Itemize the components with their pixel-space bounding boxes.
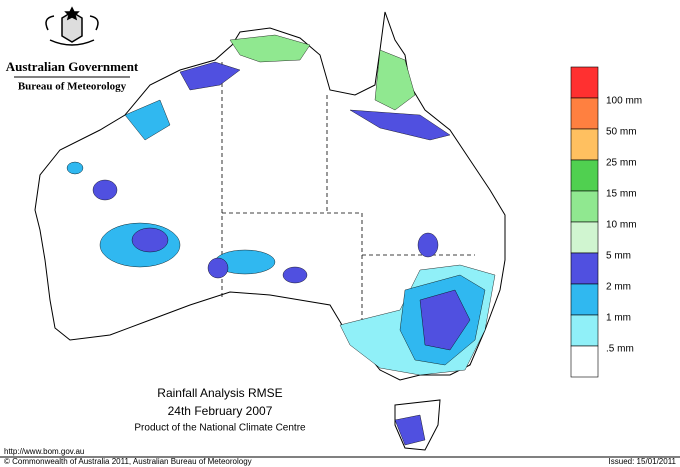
legend-swatch (570, 283, 599, 316)
website-url[interactable]: http://www.bom.gov.au (4, 447, 84, 456)
legend-label: .5 mm (606, 344, 634, 355)
legend-swatch (570, 97, 599, 130)
government-name: Australian Government (6, 59, 139, 74)
legend-swatch (570, 128, 599, 161)
legend-label: 100 mm (606, 96, 642, 107)
legend-label: 10 mm (606, 220, 637, 231)
legend-swatch (570, 159, 599, 192)
issued-date: Issued: 15/01/2011 (609, 457, 677, 466)
legend-swatch (570, 66, 599, 99)
legend-label: 5 mm (606, 251, 631, 262)
map-title: Rainfall Analysis RMSE (157, 386, 282, 400)
australia (34, 11, 506, 451)
legend-swatch (570, 190, 599, 223)
copyright: © Commonwealth of Australia 2011, Austra… (4, 457, 252, 466)
map-credit: Product of the National Climate Centre (134, 423, 306, 434)
legend-swatch (570, 221, 599, 254)
legend-swatch (570, 314, 599, 347)
legend-label: 50 mm (606, 127, 637, 138)
legend-swatch (570, 252, 599, 285)
legend-label: 2 mm (606, 282, 631, 293)
legend-swatch (570, 345, 599, 378)
legend: 100 mm 50 mm 25 mm 15 mm 10 mm 5 mm 2 mm 1 mm .5… (570, 66, 642, 378)
legend-label: 25 mm (606, 158, 637, 169)
crest (45, 6, 99, 46)
legend-label: 1 mm (606, 313, 631, 324)
map-date: 24th February 2007 (168, 404, 273, 418)
agency-name: Bureau of Meteorology (18, 81, 127, 93)
legend-label: 15 mm (606, 189, 637, 200)
